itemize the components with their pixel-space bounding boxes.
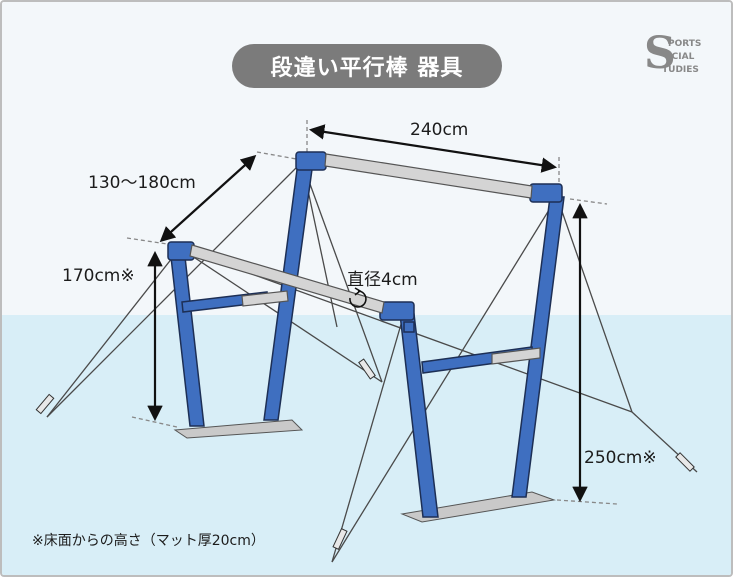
footnote: ※床面からの高さ（マット厚20cm）: [32, 533, 265, 549]
bar-length-label: 240cm: [410, 120, 469, 140]
diameter-indicator-icon: [349, 287, 367, 308]
svg-text:S: S: [644, 28, 676, 79]
brand-logo-icon: S PORTS OCIAL TUDIES: [644, 28, 701, 79]
low-bar-frame: [167, 241, 439, 518]
high-bar-height-label: 250cm※: [584, 448, 657, 468]
base-plate-right: [400, 491, 556, 523]
bar-diameter-label: 直径4cm: [347, 270, 418, 290]
low-bar-lower-rail: [241, 290, 289, 307]
svg-text:PORTS: PORTS: [668, 39, 701, 49]
reference-lines: [126, 120, 618, 505]
high-bar-lower-rail: [491, 347, 541, 365]
page-title: 段違い平行棒 器具: [232, 44, 502, 88]
base-plate-left: [173, 419, 304, 439]
low-bar-rail: [189, 244, 385, 314]
high-bar-rail: [324, 153, 533, 199]
turnbuckles: [35, 358, 695, 550]
svg-text:TUDIES: TUDIES: [662, 65, 699, 75]
svg-text:OCIAL: OCIAL: [664, 52, 695, 62]
dimension-arrows: [147, 124, 588, 503]
bar-spacing-label: 130〜180cm: [88, 173, 196, 193]
low-bar-height-label: 170cm※: [62, 266, 135, 286]
guy-cables: [46, 161, 698, 563]
